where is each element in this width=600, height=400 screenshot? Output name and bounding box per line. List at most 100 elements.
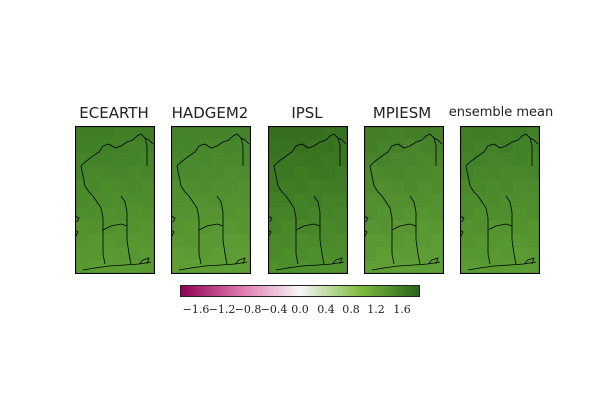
grid-cell — [101, 233, 116, 248]
grid-cell — [268, 126, 282, 141]
grid-cell — [268, 139, 282, 154]
grid-cell — [237, 220, 251, 235]
colorbar-tick: 1.6 — [393, 303, 411, 316]
grid-cell — [237, 139, 251, 154]
map-frame — [171, 126, 251, 274]
grid-cell — [417, 152, 432, 167]
grid-cell — [211, 233, 225, 248]
grid-cell — [460, 139, 474, 154]
grid-cell — [184, 193, 199, 208]
panel-title-hadgem2: HADGEM2 — [171, 104, 249, 122]
grid-cell — [417, 193, 432, 208]
grid-cell — [115, 139, 129, 154]
grid-cell — [88, 179, 103, 194]
grid-cell — [237, 260, 251, 274]
grid-cell — [334, 152, 348, 167]
grid-cell — [197, 126, 212, 141]
grid-cell — [101, 126, 116, 141]
colorbar-tick: −1.2 — [208, 303, 236, 316]
grid-cell — [211, 139, 225, 154]
grid-cell — [473, 152, 488, 167]
grid-cell — [473, 166, 488, 181]
grid-cell — [171, 220, 185, 235]
grid-cell — [281, 152, 296, 167]
grid-cell — [197, 247, 212, 262]
grid-cell — [473, 179, 488, 194]
grid-cell — [364, 179, 378, 194]
grid-cell — [75, 126, 89, 141]
grid-cell — [268, 193, 282, 208]
grid-cell — [377, 152, 392, 167]
grid-cell — [281, 139, 296, 154]
grid-cell — [460, 233, 474, 248]
boundary-line — [465, 133, 533, 167]
boundary-line — [80, 133, 148, 167]
grid-cell — [404, 139, 418, 154]
boundary-line — [138, 257, 150, 265]
grid-cell — [430, 193, 444, 208]
grid-cell — [526, 179, 540, 194]
map-frame — [75, 126, 155, 274]
grid-cell — [141, 260, 155, 274]
grid-cell — [417, 139, 432, 154]
grid-cell — [308, 206, 322, 221]
grid-cell — [500, 179, 514, 194]
grid-cell — [500, 139, 514, 154]
boundary-line — [240, 137, 250, 145]
grid-cell — [473, 126, 488, 141]
grid-cell — [184, 126, 199, 141]
grid-cell — [171, 126, 185, 141]
grid-cell — [88, 233, 103, 248]
boundary-line — [178, 261, 248, 271]
colorbar-tick: −0.4 — [260, 303, 288, 316]
grid-cell — [268, 260, 282, 274]
grid-cell — [430, 179, 444, 194]
grid-cell — [141, 233, 155, 248]
grid-cell — [500, 260, 514, 274]
grid-cell — [75, 179, 89, 194]
grid-cell — [115, 193, 129, 208]
grid-cell — [486, 247, 501, 262]
grid-cell — [281, 179, 296, 194]
grid-cell — [513, 179, 528, 194]
grid-cell — [88, 247, 103, 262]
grid-cell — [390, 193, 405, 208]
grid-cell — [237, 247, 251, 262]
grid-cell — [430, 206, 444, 221]
grid-cell — [281, 233, 296, 248]
grid-cell — [526, 206, 540, 221]
grid-cell — [128, 220, 143, 235]
grid-cell — [473, 206, 488, 221]
grid-cell — [417, 166, 432, 181]
grid-cell — [224, 179, 239, 194]
grid-cell — [321, 126, 336, 141]
grid-cell — [268, 166, 282, 181]
grid-cell — [197, 233, 212, 248]
boundary-line — [144, 137, 154, 145]
grid-cell — [513, 126, 528, 141]
grid-cell — [526, 152, 540, 167]
boundary-line — [275, 261, 345, 271]
grid-cell — [211, 193, 225, 208]
boundary-line — [198, 223, 224, 231]
grid-cell — [237, 206, 251, 221]
grid-cell — [473, 260, 488, 274]
grid-cell — [430, 247, 444, 262]
grid-cell — [211, 179, 225, 194]
grid-cell — [101, 166, 116, 181]
boundary-line — [337, 137, 347, 145]
grid-cell — [197, 179, 212, 194]
map-panel-ensemble-mean — [460, 126, 540, 274]
grid-cell — [500, 220, 514, 235]
boundary-line — [75, 215, 80, 223]
map-panel-ipsl — [268, 126, 348, 274]
grid-cell — [430, 260, 444, 274]
grid-cell — [417, 233, 432, 248]
grid-cell — [460, 126, 474, 141]
boundary-line — [234, 257, 246, 265]
boundary-line — [523, 257, 535, 265]
grid-cell — [321, 166, 336, 181]
grid-cell — [460, 152, 474, 167]
grid-cell — [377, 193, 392, 208]
colorbar-tick: 0.0 — [291, 303, 309, 316]
